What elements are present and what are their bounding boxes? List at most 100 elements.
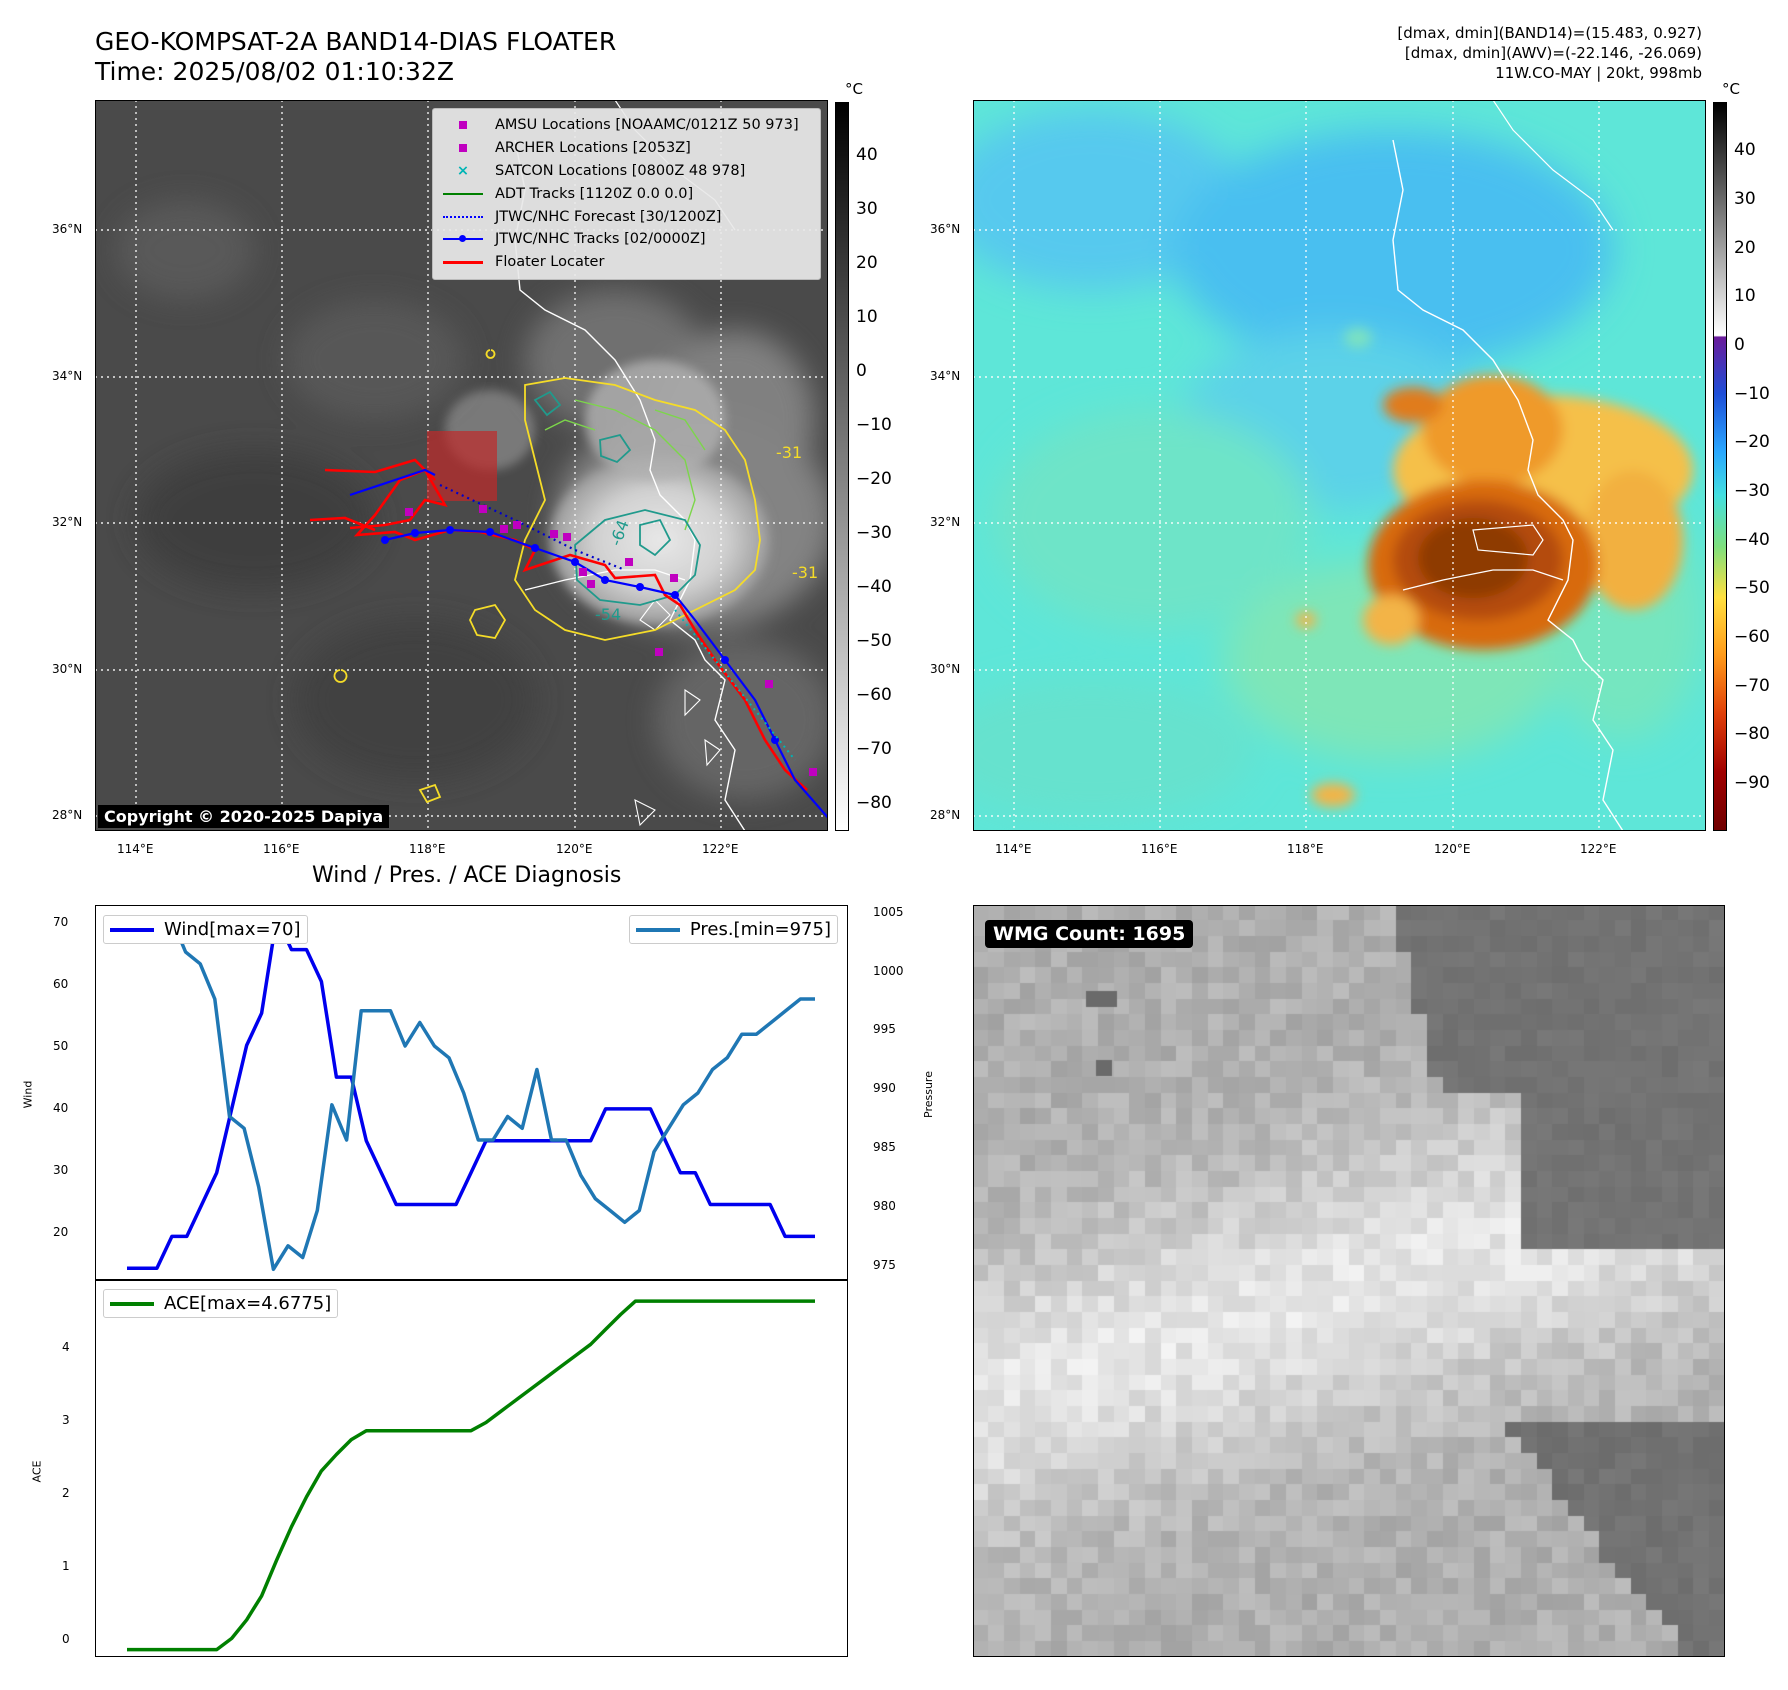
lon-label: 116°E: [1141, 842, 1178, 856]
awv-map-panel: [933, 99, 1706, 832]
pres-tick: 980: [873, 1199, 896, 1213]
colorbar-tick: −70: [1734, 676, 1770, 696]
ace-legend: ACE[max=4.6775]: [103, 1289, 339, 1318]
colorbar-tick: −20: [1734, 432, 1770, 452]
storm-info-text: 11W.CO-MAY | 20kt, 998mb: [1495, 64, 1702, 82]
lon-label: 122°E: [1580, 842, 1617, 856]
legend-item: JTWC/NHC Tracks [02/0000Z]: [439, 228, 814, 251]
figure-title: GEO-KOMPSAT-2A BAND14-DIAS FLOATER: [95, 27, 617, 56]
lon-label: 114°E: [995, 842, 1032, 856]
colorbar-tick: 40: [1734, 140, 1756, 160]
colorbar-unit: °C: [1722, 80, 1740, 98]
pres-axis-label: Pressure: [921, 1071, 935, 1118]
colorbar-tick: −60: [1734, 627, 1770, 647]
colorbar-tick: −30: [1734, 481, 1770, 501]
contour-label: -31: [792, 563, 818, 582]
colorbar-tick: −60: [856, 685, 892, 705]
diag-panel: Wind[max=70] Pres.[min=975] ACE[max=4.67…: [95, 905, 848, 1657]
lon-label: 114°E: [117, 842, 154, 856]
colorbar-tick: 20: [856, 253, 878, 273]
copyright-label: Copyright © 2020-2025 Dapiya: [98, 805, 390, 828]
wind-tick: 20: [53, 1225, 69, 1239]
ir-map-frame: [95, 100, 828, 831]
pres-tick: 1000: [873, 964, 904, 978]
legend-item: × SATCON Locations [0800Z 48 978]: [456, 162, 746, 179]
pressure-series-line: [127, 915, 815, 1272]
diag-title: Wind / Pres. / ACE Diagnosis: [312, 863, 622, 888]
colorbar-tick: −40: [856, 577, 892, 597]
lon-label: 122°E: [702, 842, 739, 856]
ir-colorbar: [835, 102, 849, 831]
colorbar-tick: −50: [1734, 578, 1770, 598]
wmg-image: [973, 905, 1725, 1657]
legend-item: AMSU Locations [NOAAMC/0121Z 50 973]: [439, 114, 814, 137]
legend-item: ADT Tracks [1120Z 0.0 0.0]: [439, 182, 814, 205]
lon-label: 120°E: [556, 842, 593, 856]
ace-series-line: [127, 1299, 815, 1652]
awv-map-frame: [973, 100, 1706, 831]
wind-tick: 30: [53, 1163, 69, 1177]
colorbar-unit: °C: [845, 80, 863, 98]
colorbar-tick: 0: [856, 361, 867, 381]
band14-range-text: [dmax, dmin](BAND14)=(15.483, 0.927): [1397, 24, 1702, 42]
pres-tick: 995: [873, 1022, 896, 1036]
ace-tick: 0: [62, 1632, 70, 1646]
wmg-count-badge: WMG Count: 1695: [985, 920, 1194, 948]
lat-label: 34°N: [930, 369, 961, 383]
colorbar-tick: 10: [856, 307, 878, 327]
colorbar-tick: 10: [1734, 286, 1756, 306]
ir-map-panel: -54 -64 -31 -31 AMSU Locations [NOAAMC/0…: [95, 99, 835, 832]
lat-label: 32°N: [930, 515, 961, 529]
pres-tick: 975: [873, 1258, 896, 1272]
wmg-frame: [973, 905, 1725, 1657]
wind-legend: Wind[max=70]: [103, 915, 308, 944]
colorbar-tick: −30: [856, 523, 892, 543]
colorbar-tick: 30: [856, 199, 878, 219]
colorbar-tick: −50: [856, 631, 892, 651]
colorbar-tick: −80: [856, 793, 892, 813]
colorbar-tick: 0: [1734, 335, 1745, 355]
contour-label: -54: [595, 605, 621, 624]
lat-label: 32°N: [52, 515, 83, 529]
contour-label: -31: [776, 443, 802, 462]
pres-tick: 990: [873, 1081, 896, 1095]
pres-legend: Pres.[min=975]: [628, 915, 838, 944]
lon-label: 118°E: [409, 842, 446, 856]
wind-series-line: [127, 915, 815, 1271]
diag-chart: [127, 915, 815, 1652]
legend-item: JTWC/NHC Forecast [30/1200Z]: [439, 205, 814, 228]
awv-range-text: [dmax, dmin](AWV)=(-22.146, -26.069): [1404, 44, 1702, 62]
colorbar-tick: −10: [856, 415, 892, 435]
lat-label: 30°N: [930, 662, 961, 676]
ace-tick: 3: [62, 1413, 70, 1427]
colorbar-tick: 20: [1734, 238, 1756, 258]
colorbar-tick: −90: [1734, 773, 1770, 793]
ace-axes: [95, 1279, 848, 1657]
colorbar-tick: −20: [856, 469, 892, 489]
wind-axis-label: Wind: [21, 1080, 35, 1109]
ace-axis-label: ACE: [30, 1460, 44, 1483]
pres-tick: 1005: [873, 905, 904, 919]
lon-label: 118°E: [1287, 842, 1324, 856]
lat-label: 36°N: [52, 222, 83, 236]
lat-label: 30°N: [52, 662, 83, 676]
wind-tick: 40: [53, 1101, 69, 1115]
colorbar-tick: −80: [1734, 724, 1770, 744]
lat-label: 34°N: [52, 369, 83, 383]
wind-tick: 50: [53, 1039, 69, 1053]
colorbar-tick: 30: [1734, 189, 1756, 209]
lon-label: 116°E: [263, 842, 300, 856]
ace-tick: 1: [62, 1559, 70, 1573]
legend-item: Floater Locater: [439, 251, 814, 274]
colorbar-tick: −70: [856, 739, 892, 759]
figure-time: Time: 2025/08/02 01:10:32Z: [95, 57, 454, 86]
wind-pres-axes: [95, 905, 848, 1281]
colorbar-tick: −10: [1734, 384, 1770, 404]
ace-tick: 2: [62, 1486, 70, 1500]
map-legend: AMSU Locations [NOAAMC/0121Z 50 973] ARC…: [432, 108, 821, 280]
wind-tick: 60: [53, 977, 69, 991]
legend-item: ARCHER Locations [2053Z]: [439, 137, 814, 160]
awv-map-image: [933, 99, 1706, 832]
ace-tick: 4: [62, 1340, 70, 1354]
lon-label: 120°E: [1434, 842, 1471, 856]
